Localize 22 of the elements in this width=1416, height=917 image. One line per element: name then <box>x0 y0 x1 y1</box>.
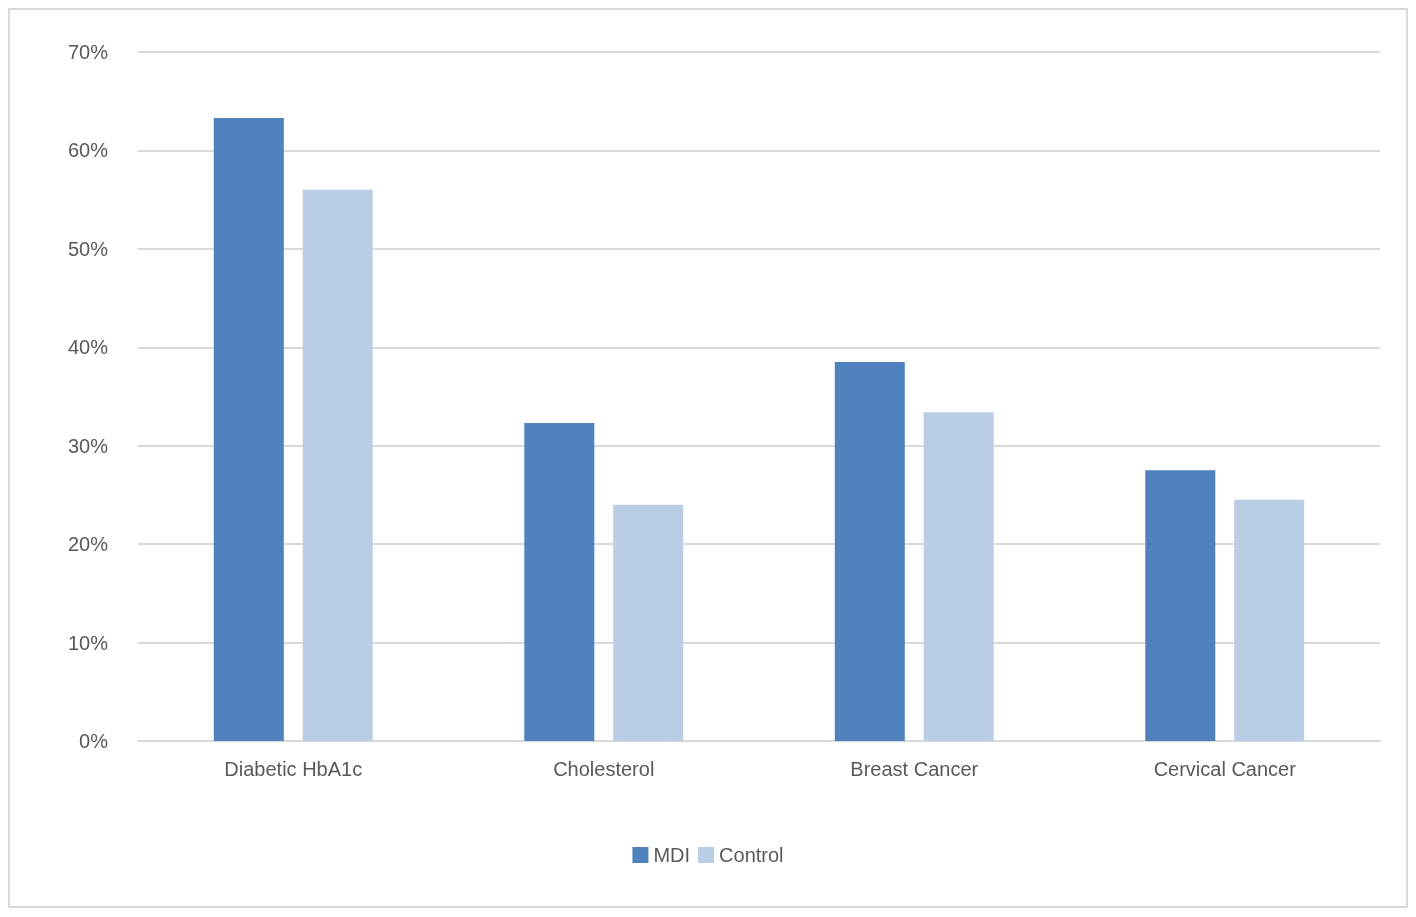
bar <box>524 423 595 741</box>
bar <box>923 412 994 741</box>
y-tick-label: 10% <box>67 631 109 654</box>
y-tick-label: 60% <box>67 139 109 162</box>
y-tick-label: 30% <box>67 434 109 457</box>
y-tick-label: 20% <box>67 533 109 556</box>
bar <box>613 504 684 741</box>
bar <box>1145 470 1216 741</box>
x-tick-label: Breast Cancer <box>850 758 979 780</box>
legend-label: MDI <box>653 844 691 866</box>
y-tick-label: 50% <box>67 237 109 260</box>
legend-label: Control <box>719 844 784 866</box>
y-tick-label: 0% <box>79 730 109 752</box>
x-tick-label: Diabetic HbA1c <box>224 758 363 780</box>
y-tick-label: 40% <box>67 336 109 359</box>
bar <box>213 117 284 741</box>
x-tick-label: Cervical Cancer <box>1153 758 1297 780</box>
x-tick-label: Cholesterol <box>553 758 655 780</box>
bar <box>1234 499 1305 741</box>
y-tick-label: 70% <box>67 41 109 63</box>
bar <box>302 189 373 741</box>
bar <box>834 362 905 741</box>
